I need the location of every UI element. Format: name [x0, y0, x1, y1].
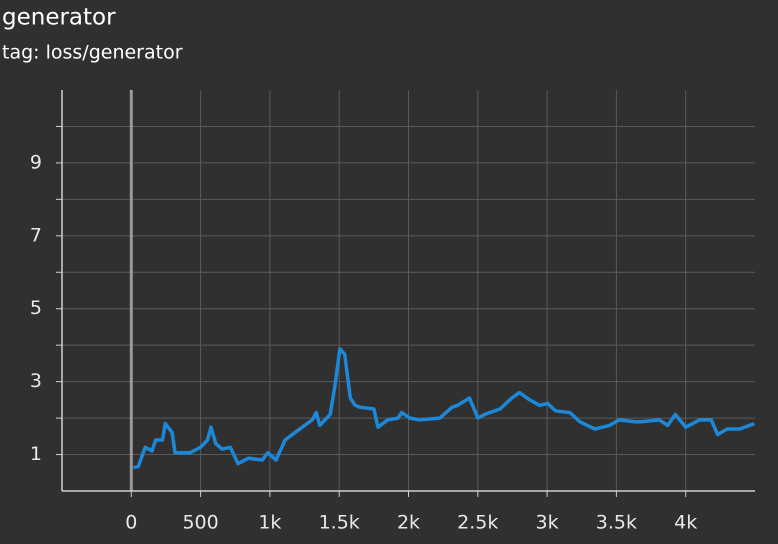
chart-title: generator	[2, 5, 116, 31]
x-tick-label: 4k	[674, 512, 697, 534]
line-series	[133, 347, 755, 470]
x-tick-label: 1.5k	[319, 512, 360, 534]
y-tick-label: 1	[30, 443, 42, 465]
y-tick-label: 7	[30, 224, 42, 246]
grid	[56, 90, 755, 497]
x-tick-label: 3.5k	[596, 512, 637, 534]
y-tick-label: 9	[30, 151, 42, 173]
x-tick-label: 3k	[536, 512, 559, 534]
x-tick-label: 0	[125, 512, 137, 534]
x-tick-label: 500	[182, 512, 218, 534]
chart-subtitle: tag: loss/generator	[2, 42, 183, 64]
x-tick-label: 1k	[258, 512, 281, 534]
x-tick-label: 2k	[397, 512, 420, 534]
y-tick-label: 5	[30, 297, 42, 319]
x-tick-label: 2.5k	[457, 512, 498, 534]
y-tick-label: 3	[30, 370, 42, 392]
plot	[133, 347, 755, 470]
